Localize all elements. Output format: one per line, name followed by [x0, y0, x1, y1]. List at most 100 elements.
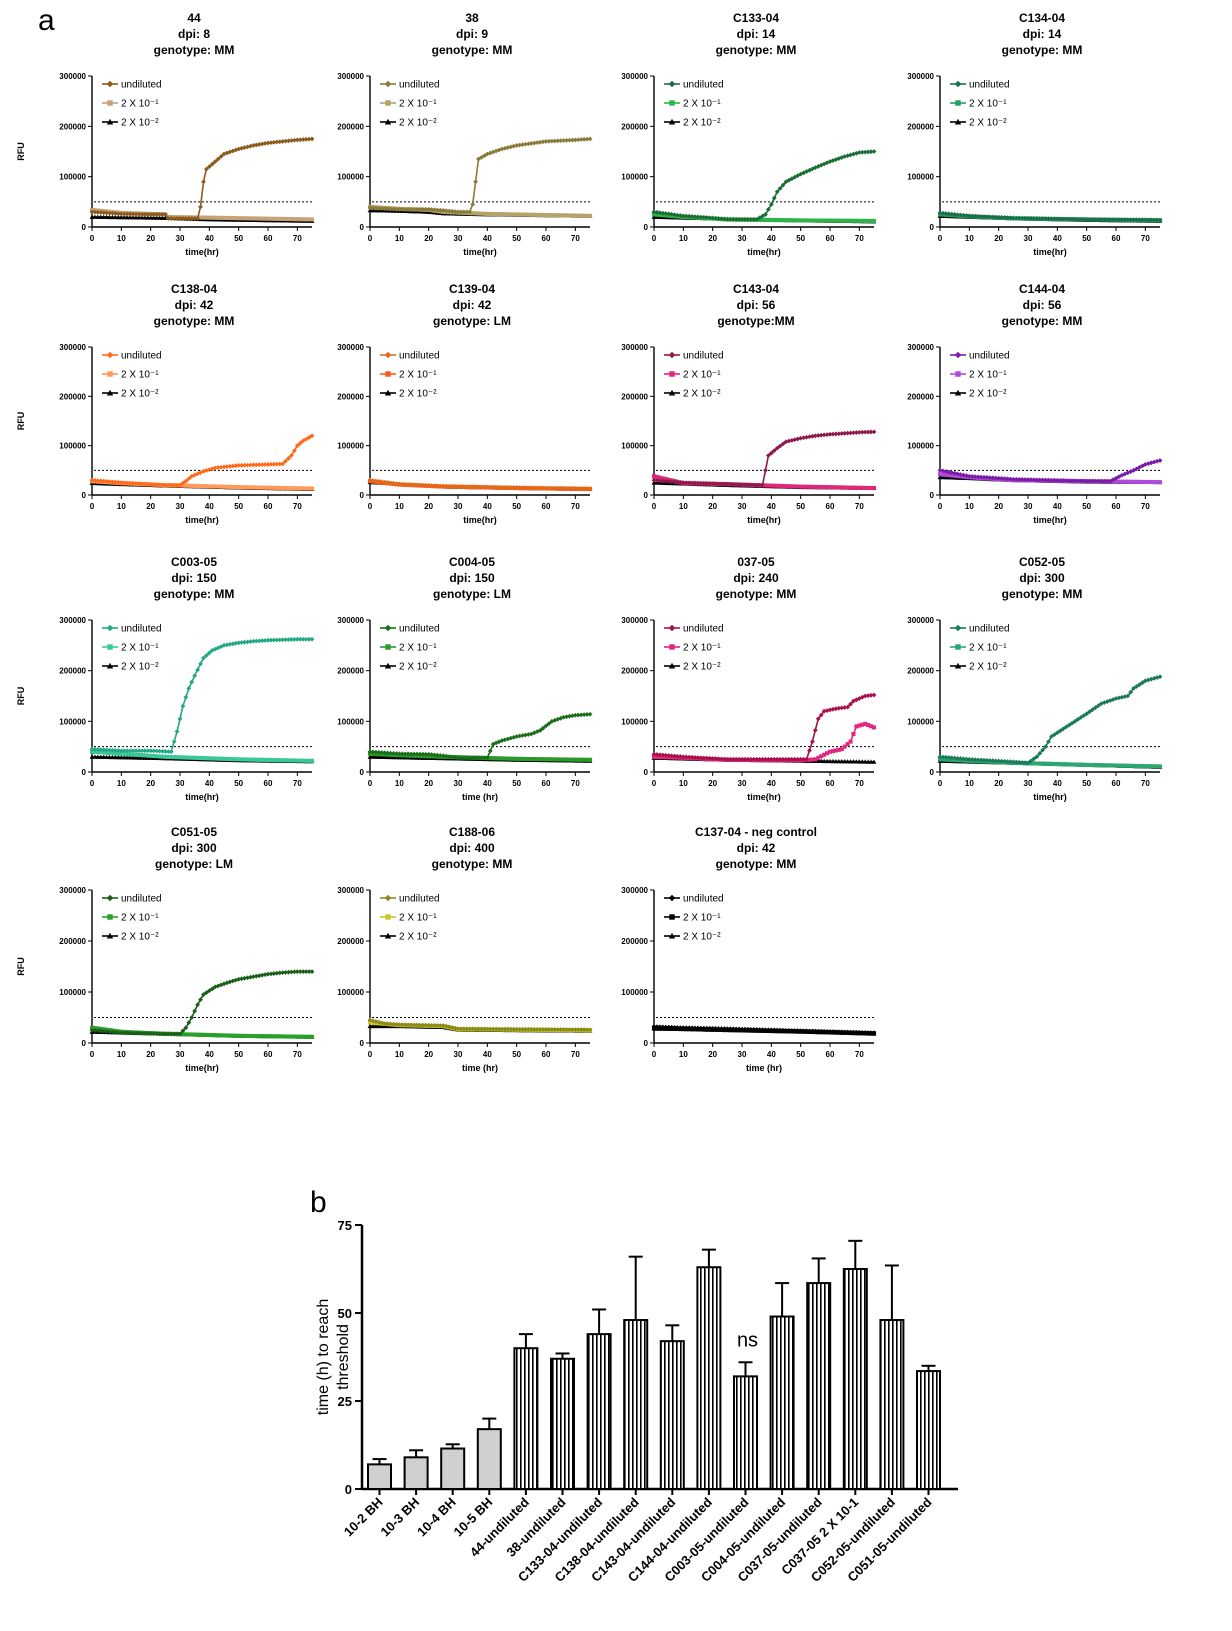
data-point [999, 215, 1004, 220]
data-point [1119, 217, 1125, 223]
data-point [470, 1026, 476, 1032]
data-point [379, 750, 385, 755]
y-tick-label: 200000 [337, 122, 364, 131]
data-point [1066, 216, 1072, 222]
data-point [517, 485, 522, 491]
data-point [426, 1022, 432, 1028]
data-point [680, 1025, 686, 1031]
data-point [162, 1031, 168, 1037]
data-point [127, 748, 133, 754]
data-point [1140, 217, 1145, 223]
x-axis-label: time(hr) [185, 1063, 219, 1073]
data-point [654, 752, 660, 757]
data-point [201, 655, 206, 661]
data-point [379, 479, 385, 485]
legend-marker [106, 624, 114, 632]
data-point [760, 756, 765, 762]
data-point [440, 1023, 446, 1029]
data-point [446, 754, 452, 759]
data-point [672, 753, 677, 759]
x-tick-label: 0 [368, 1050, 373, 1059]
data-point [987, 758, 993, 763]
data-point [274, 637, 280, 643]
data-point [1057, 728, 1063, 734]
x-tick-label: 70 [855, 1050, 864, 1059]
data-point [139, 1030, 145, 1036]
data-point [148, 748, 154, 754]
data-point [116, 480, 121, 485]
bar [769, 1315, 795, 1491]
x-tick-label: 40 [205, 1050, 214, 1059]
data-point [540, 725, 546, 731]
data-point [402, 1022, 408, 1028]
y-tick-label: 0 [360, 768, 365, 777]
x-tick-label: 40 [205, 234, 214, 243]
data-point [760, 213, 765, 219]
data-point [689, 214, 695, 219]
data-point [376, 478, 382, 484]
data-point [678, 480, 683, 485]
legend-marker [106, 351, 114, 359]
data-point [520, 733, 525, 738]
x-tick-label: 20 [708, 1050, 717, 1059]
data-point [151, 1031, 156, 1036]
data-point [455, 1026, 461, 1032]
data-point [946, 211, 952, 217]
series-line [91, 435, 313, 486]
data-point [660, 478, 666, 484]
legend-label: undiluted [683, 894, 724, 905]
data-point [408, 1022, 414, 1028]
data-point [966, 213, 972, 219]
x-tick-label: 60 [1112, 234, 1121, 243]
data-point [587, 1027, 593, 1033]
data-point [467, 209, 473, 215]
data-point [810, 739, 815, 744]
data-point [836, 431, 842, 437]
data-point [1087, 478, 1092, 484]
data-point [865, 149, 871, 155]
plot-title-line: dpi: 300 [1019, 571, 1065, 585]
plot-title-line: genotype: LM [155, 857, 233, 871]
data-point [396, 206, 402, 212]
data-point [713, 756, 718, 762]
data-point [856, 1029, 862, 1035]
x-axis-label: time (hr) [462, 1063, 498, 1073]
plot-title-line: 38 [465, 11, 479, 25]
data-point [1063, 478, 1069, 484]
data-point [745, 482, 751, 488]
data-point [836, 705, 842, 711]
x-tick-label: 60 [264, 779, 273, 788]
x-tick-label: 40 [205, 779, 214, 788]
data-point [186, 1020, 192, 1025]
data-point [455, 484, 461, 489]
data-point [1031, 215, 1037, 221]
legend-marker [669, 100, 675, 106]
data-point [168, 216, 174, 221]
data-point [236, 976, 242, 982]
y-tick-label: 100000 [621, 442, 648, 451]
data-point [719, 481, 724, 487]
data-point [859, 1030, 865, 1035]
data-point [259, 972, 265, 978]
data-point [1069, 720, 1075, 726]
data-point [233, 463, 239, 469]
data-point [443, 483, 449, 489]
data-point [148, 212, 154, 217]
data-point [429, 752, 434, 757]
x-tick-label: 40 [767, 502, 776, 511]
data-point [283, 138, 288, 144]
data-point [1028, 758, 1034, 764]
data-point [561, 138, 566, 143]
data-point [1016, 759, 1022, 765]
data-point [402, 206, 408, 212]
data-point [821, 432, 827, 438]
series-0 [367, 136, 593, 215]
data-point [517, 142, 522, 148]
data-point [1078, 478, 1084, 484]
data-point [239, 462, 244, 468]
data-point [458, 1026, 464, 1032]
data-point [701, 755, 707, 761]
data-point [710, 481, 716, 487]
data-point [768, 756, 774, 762]
data-point [537, 1026, 543, 1032]
